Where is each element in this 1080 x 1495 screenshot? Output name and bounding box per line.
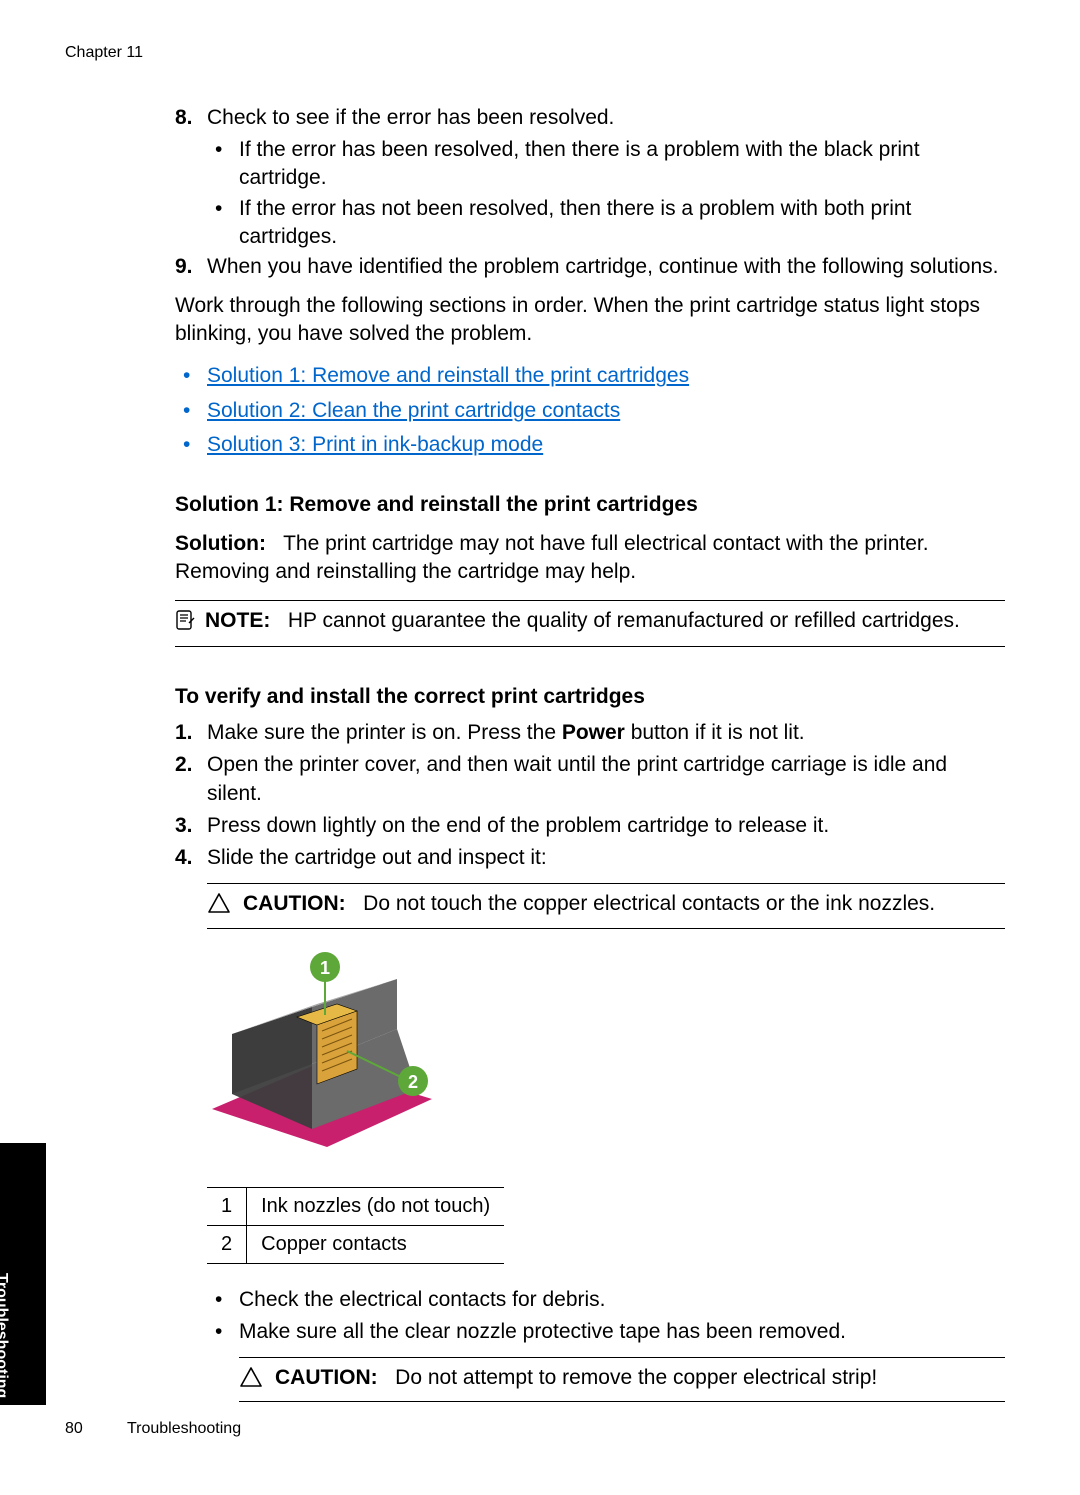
bullet-icon: • bbox=[207, 136, 239, 193]
legend-num: 1 bbox=[207, 1187, 247, 1225]
step-text: Check to see if the error has been resol… bbox=[207, 104, 614, 132]
bullet-icon: • bbox=[207, 195, 239, 252]
step-number: 2. bbox=[175, 751, 207, 808]
caution-content: CAUTION: Do not touch the copper electri… bbox=[243, 890, 935, 918]
footer-section: Troubleshooting bbox=[127, 1420, 241, 1437]
legend-text: Copper contacts bbox=[247, 1225, 505, 1263]
link-text[interactable]: Solution 2: Clean the print cartridge co… bbox=[207, 397, 620, 425]
bullet-icon: • bbox=[207, 1318, 239, 1346]
caution-icon bbox=[207, 890, 243, 922]
solution-1-text: Solution: The print cartridge may not ha… bbox=[175, 530, 1005, 587]
check-list: • Check the electrical contacts for debr… bbox=[207, 1286, 1005, 1347]
caution-icon bbox=[239, 1364, 275, 1396]
solution-link-3[interactable]: • Solution 3: Print in ink-backup mode bbox=[175, 431, 1005, 459]
link-text[interactable]: Solution 1: Remove and reinstall the pri… bbox=[207, 362, 689, 390]
check-text: Check the electrical contacts for debris… bbox=[239, 1286, 606, 1314]
caution-content: CAUTION: Do not attempt to remove the co… bbox=[275, 1364, 877, 1392]
text-bold: Power bbox=[562, 721, 625, 744]
solution-link-2[interactable]: • Solution 2: Clean the print cartridge … bbox=[175, 397, 1005, 425]
solution-link-list: • Solution 1: Remove and reinstall the p… bbox=[175, 362, 1005, 459]
note-icon bbox=[175, 607, 205, 639]
solution-1-heading: Solution 1: Remove and reinstall the pri… bbox=[175, 491, 1005, 519]
step-number: 3. bbox=[175, 812, 207, 840]
caution-label: CAUTION: bbox=[243, 892, 346, 915]
caution-text: Do not attempt to remove the copper elec… bbox=[395, 1366, 877, 1389]
main-content: 8. Check to see if the error has been re… bbox=[65, 104, 1005, 1403]
bullet-icon: • bbox=[175, 362, 207, 390]
side-tab: Troubleshooting bbox=[0, 1143, 46, 1405]
caution-text: Do not touch the copper electrical conta… bbox=[363, 892, 935, 915]
step-9: 9. When you have identified the problem … bbox=[175, 253, 1005, 281]
verify-step-4: 4. Slide the cartridge out and inspect i… bbox=[175, 844, 1005, 872]
verify-step-3: 3. Press down lightly on the end of the … bbox=[175, 812, 1005, 840]
caution-box-1: CAUTION: Do not touch the copper electri… bbox=[207, 883, 1005, 929]
bullet-icon: • bbox=[175, 431, 207, 459]
note-text: HP cannot guarantee the quality of reman… bbox=[288, 609, 960, 632]
sub-text: If the error has been resolved, then the… bbox=[239, 136, 1005, 193]
step-8-sub-b: • If the error has not been resolved, th… bbox=[175, 195, 1005, 252]
step-text: Press down lightly on the end of the pro… bbox=[207, 812, 829, 840]
legend-text: Ink nozzles (do not touch) bbox=[247, 1187, 505, 1225]
note-label: NOTE: bbox=[205, 609, 270, 632]
page-number: 80 bbox=[65, 1420, 83, 1437]
bullet-icon: • bbox=[175, 397, 207, 425]
solution-label: Solution: bbox=[175, 532, 266, 555]
step-number: 1. bbox=[175, 719, 207, 747]
step-text: Slide the cartridge out and inspect it: bbox=[207, 844, 547, 872]
svg-text:2: 2 bbox=[408, 1072, 418, 1092]
bullet-icon: • bbox=[207, 1286, 239, 1314]
solution-body: The print cartridge may not have full el… bbox=[175, 532, 929, 583]
solution-link-1[interactable]: • Solution 1: Remove and reinstall the p… bbox=[175, 362, 1005, 390]
verify-heading: To verify and install the correct print … bbox=[175, 683, 1005, 711]
check-item-2: • Make sure all the clear nozzle protect… bbox=[207, 1318, 1005, 1346]
check-item-1: • Check the electrical contacts for debr… bbox=[207, 1286, 1005, 1314]
intro-paragraph: Work through the following sections in o… bbox=[175, 292, 1005, 349]
check-text: Make sure all the clear nozzle protectiv… bbox=[239, 1318, 846, 1346]
legend-row-2: 2 Copper contacts bbox=[207, 1225, 504, 1263]
step-number: 8. bbox=[175, 104, 207, 132]
text-b: button if it is not lit. bbox=[625, 721, 805, 744]
verify-step-1: 1. Make sure the printer is on. Press th… bbox=[175, 719, 1005, 747]
step-number: 4. bbox=[175, 844, 207, 872]
step-text: When you have identified the problem car… bbox=[207, 253, 998, 281]
svg-text:1: 1 bbox=[320, 958, 330, 978]
page-footer: 80 Troubleshooting bbox=[65, 1418, 241, 1440]
sub-text: If the error has not been resolved, then… bbox=[239, 195, 1005, 252]
diagram-legend-table: 1 Ink nozzles (do not touch) 2 Copper co… bbox=[207, 1187, 504, 1264]
note-content: NOTE: HP cannot guarantee the quality of… bbox=[205, 607, 960, 635]
side-tab-label: Troubleshooting bbox=[0, 1273, 12, 1398]
chapter-header: Chapter 11 bbox=[65, 42, 1005, 64]
step-8: 8. Check to see if the error has been re… bbox=[175, 104, 1005, 132]
step-text: Open the printer cover, and then wait un… bbox=[207, 751, 1005, 808]
note-box: NOTE: HP cannot guarantee the quality of… bbox=[175, 600, 1005, 646]
link-text[interactable]: Solution 3: Print in ink-backup mode bbox=[207, 431, 543, 459]
step-number: 9. bbox=[175, 253, 207, 281]
verify-step-2: 2. Open the printer cover, and then wait… bbox=[175, 751, 1005, 808]
legend-num: 2 bbox=[207, 1225, 247, 1263]
cartridge-diagram: 1 2 bbox=[207, 949, 1005, 1167]
text-a: Make sure the printer is on. Press the bbox=[207, 721, 562, 744]
step-8-sub-a: • If the error has been resolved, then t… bbox=[175, 136, 1005, 193]
legend-row-1: 1 Ink nozzles (do not touch) bbox=[207, 1187, 504, 1225]
step-text: Make sure the printer is on. Press the P… bbox=[207, 719, 805, 747]
caution-label: CAUTION: bbox=[275, 1366, 378, 1389]
caution-box-2: CAUTION: Do not attempt to remove the co… bbox=[239, 1357, 1005, 1403]
